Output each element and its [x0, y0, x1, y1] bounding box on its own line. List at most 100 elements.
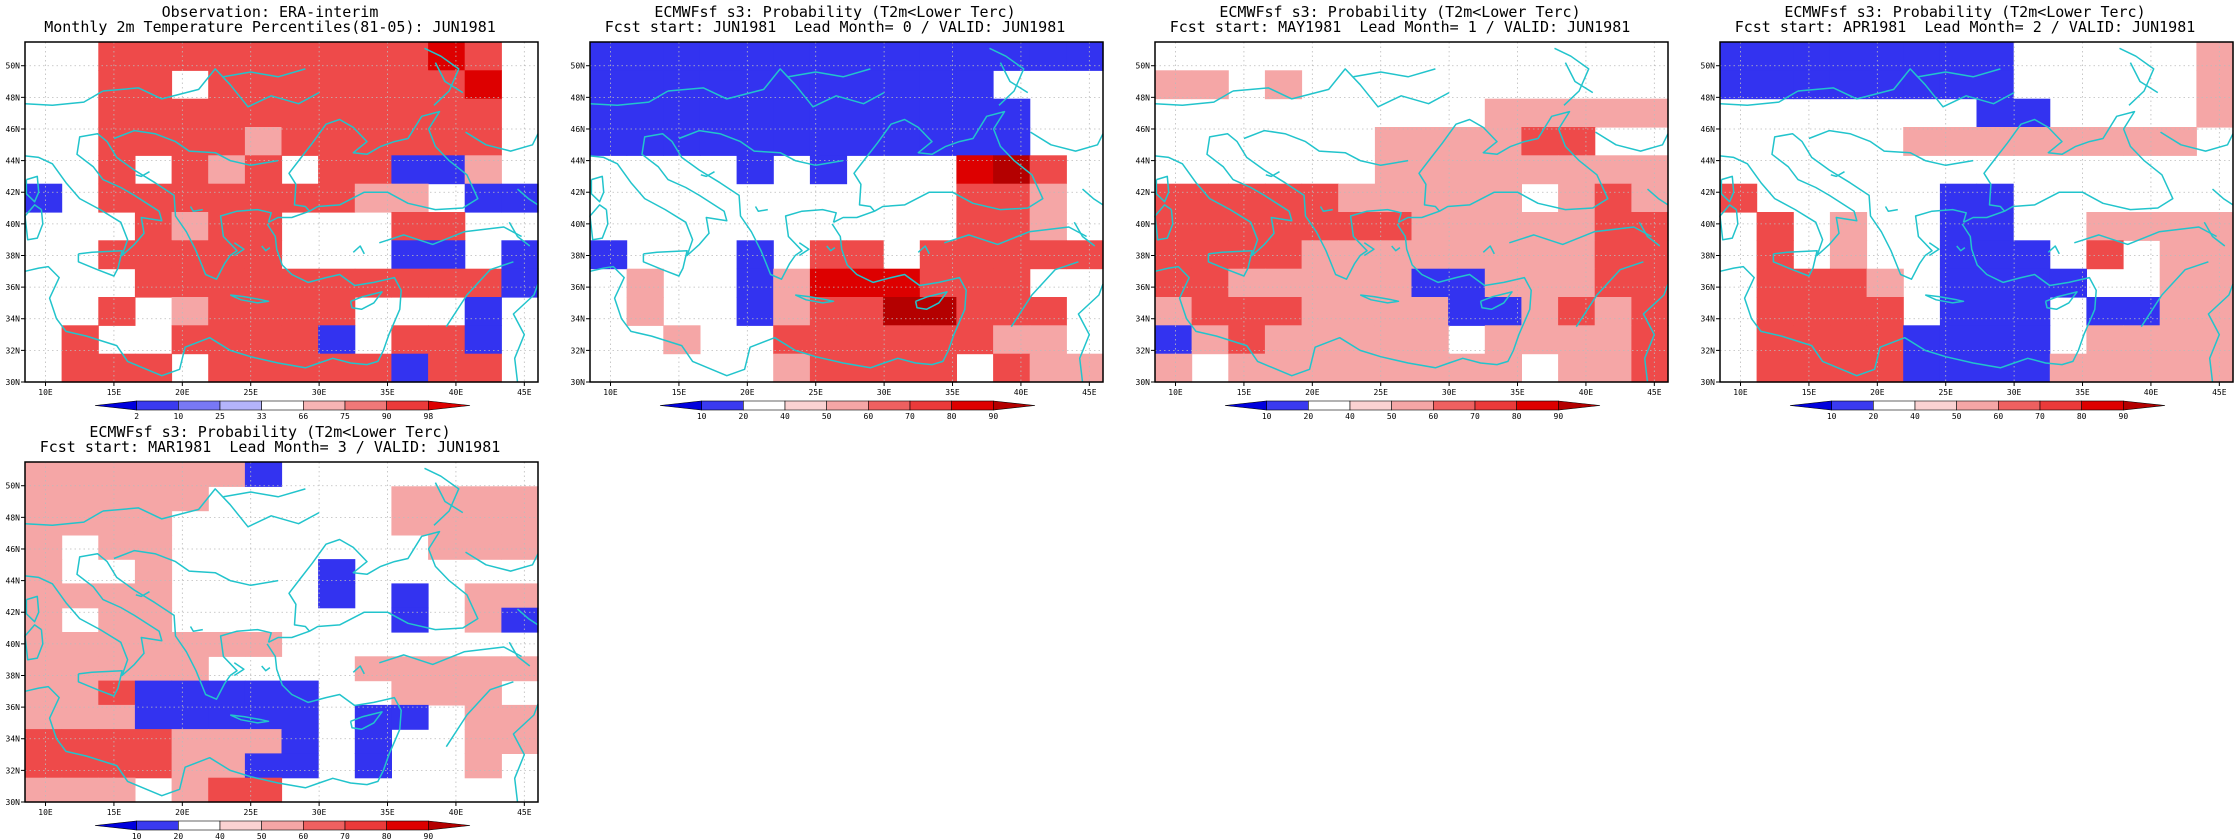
data-cell: [773, 98, 811, 128]
data-cell: [1793, 297, 1831, 326]
coastline: [1353, 68, 1436, 78]
coastline: [223, 68, 306, 78]
legend-swatch: [303, 820, 346, 831]
legend-swatch: [993, 400, 1036, 411]
data-cell: [846, 70, 884, 100]
coastline: [349, 711, 383, 731]
legend-label: 80: [1512, 412, 1522, 421]
coastline: [1884, 206, 1898, 212]
data-cell: [464, 486, 502, 512]
x-tick-label: 30E: [312, 808, 327, 817]
coastline: [261, 665, 271, 672]
data-cell: [318, 297, 356, 326]
data-cell: [208, 240, 246, 270]
coastline: [233, 242, 245, 257]
map-frame: [24, 41, 539, 383]
y-tick-label: 40N: [6, 640, 21, 649]
data-cell: [1793, 353, 1831, 383]
data-cell: [208, 753, 246, 779]
legend-swatch: [1391, 400, 1434, 411]
legend-label: 40: [1345, 412, 1355, 421]
data-cell: [1594, 240, 1632, 270]
data-cell: [1301, 268, 1339, 298]
data-cell: [1228, 240, 1266, 270]
x-tick-label: 20E: [175, 808, 190, 817]
data-cell: [25, 680, 63, 706]
data-cell: [883, 268, 921, 298]
data-cell: [501, 268, 539, 298]
data-cell: [1191, 268, 1229, 298]
data-cell: [1939, 70, 1978, 100]
data-cell: [2123, 297, 2161, 326]
legend-label: 90: [382, 412, 392, 421]
legend-label: 90: [424, 832, 434, 840]
map-panel-lead3: ECMWFsf s3: Probability (T2m<Lower Terc)…: [0, 420, 540, 840]
coastline: [352, 245, 365, 255]
data-cell: [993, 212, 1031, 241]
data-cell: [391, 704, 429, 730]
data-cell: [1558, 127, 1596, 156]
data-cell: [773, 297, 811, 326]
data-cell: [1558, 325, 1596, 355]
data-cell: [134, 98, 173, 128]
data-cell: [663, 42, 701, 71]
data-cell: [61, 680, 99, 706]
data-cell: [1631, 325, 1669, 355]
coastline: [1719, 204, 1739, 241]
y-tick-label: 30N: [6, 378, 21, 387]
data-cell: [1029, 325, 1067, 355]
coastline: [1564, 62, 1594, 94]
data-cell: [428, 127, 466, 156]
y-tick-label: 32N: [1136, 346, 1151, 355]
data-cell: [1631, 98, 1669, 128]
coastline: [102, 68, 320, 108]
data-cell: [98, 583, 136, 609]
legend-swatch: [1914, 400, 1957, 411]
coastline: [1575, 261, 1644, 328]
coastline: [517, 608, 539, 626]
data-cell: [663, 127, 701, 156]
data-cell: [318, 325, 356, 355]
data-cell: [2159, 325, 2197, 355]
coastline: [2044, 291, 2078, 311]
y-tick-label: 42N: [6, 188, 21, 197]
data-cell: [1793, 70, 1831, 100]
graticule: [25, 462, 538, 802]
panel-subtitle: Fcst start: APR1981 Lead Month= 2 / VALI…: [1734, 18, 2196, 36]
legend-swatch: [178, 400, 221, 411]
data-cells: [25, 462, 539, 803]
data-cell: [2196, 325, 2234, 355]
data-cell: [244, 753, 283, 779]
data-cell: [134, 632, 173, 657]
y-tick-label: 32N: [571, 346, 586, 355]
legend-swatch: [219, 400, 262, 411]
data-cell: [2013, 98, 2051, 128]
data-cell: [2123, 353, 2161, 383]
coastline: [1207, 249, 1253, 277]
coastline: [2203, 221, 2226, 247]
data-cell: [464, 656, 502, 682]
y-tick-label: 38N: [1136, 251, 1151, 260]
coastline: [1154, 132, 1402, 280]
coastline: [788, 68, 871, 78]
data-cell: [883, 325, 921, 355]
coastline: [1363, 242, 1375, 257]
data-cell: [2196, 212, 2234, 241]
data-cell: [1155, 353, 1193, 383]
legend-label: 90: [989, 412, 999, 421]
panel-title: ECMWFsf s3: Probability (T2m<Lower Terc): [1784, 3, 2146, 21]
y-tick-label: 34N: [6, 735, 21, 744]
data-cell: [318, 70, 356, 100]
map-frame: [1154, 41, 1669, 383]
data-cell: [1793, 268, 1831, 298]
data-cell: [2086, 297, 2124, 326]
legend-swatch: [701, 400, 744, 411]
legend-label: 90: [2119, 412, 2129, 421]
data-cell: [1411, 325, 1449, 355]
data-cell: [2123, 325, 2161, 355]
data-cell: [428, 680, 466, 706]
coastline: [1719, 132, 1967, 280]
data-cell: [464, 98, 502, 128]
panel-subtitle: Fcst start: JUN1981 Lead Month= 0 / VALI…: [604, 18, 1066, 36]
y-tick-label: 50N: [1701, 62, 1716, 71]
